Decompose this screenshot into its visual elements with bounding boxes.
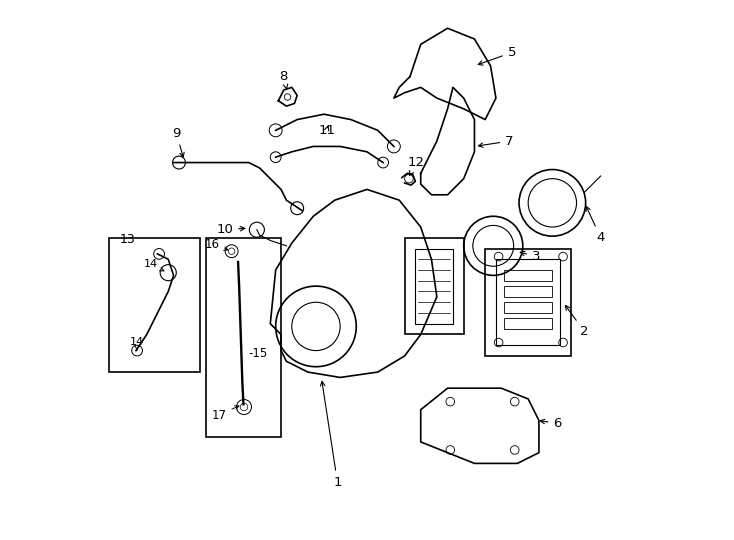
Text: 17: 17 [212, 406, 239, 422]
Text: -15: -15 [249, 347, 268, 360]
Text: 13: 13 [120, 233, 136, 246]
Text: 4: 4 [586, 206, 605, 244]
Text: 9: 9 [172, 126, 184, 157]
Text: 14: 14 [129, 337, 144, 350]
Text: 16: 16 [204, 238, 228, 251]
Text: 6: 6 [540, 416, 562, 430]
Text: 7: 7 [479, 134, 514, 147]
Text: 12: 12 [408, 156, 425, 176]
Text: 5: 5 [479, 46, 516, 65]
Bar [206, 238, 281, 436]
Bar [109, 238, 200, 372]
Text: 14: 14 [144, 259, 164, 271]
Text: 2: 2 [565, 306, 589, 338]
Text: 10: 10 [217, 223, 245, 236]
Text: 8: 8 [280, 70, 288, 89]
Text: 1: 1 [321, 381, 342, 489]
Text: 3: 3 [520, 250, 540, 263]
Text: 11: 11 [319, 124, 335, 137]
